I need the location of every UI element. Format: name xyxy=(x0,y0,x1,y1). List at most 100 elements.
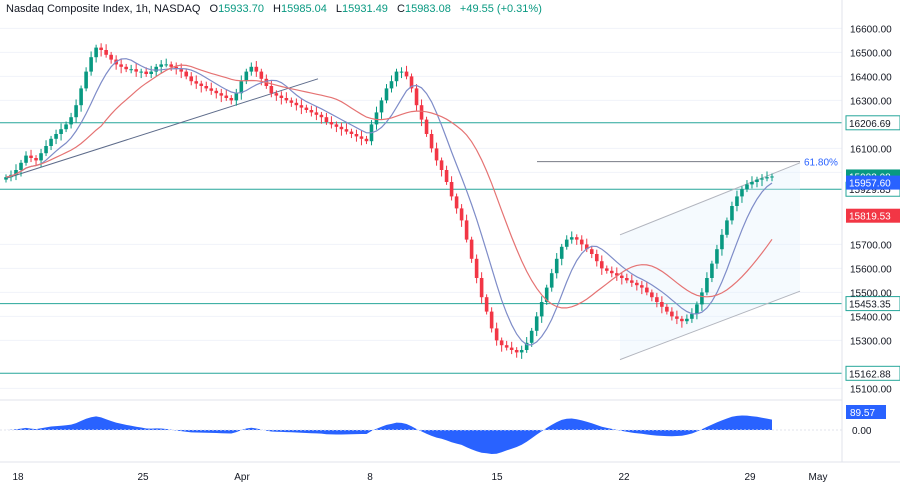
candle-body xyxy=(284,98,289,101)
channel-fill xyxy=(620,162,800,360)
candle-body xyxy=(379,100,384,113)
candle-body xyxy=(419,105,424,120)
candle-body xyxy=(484,297,489,312)
level-tag xyxy=(845,115,900,131)
candle-body xyxy=(54,134,58,139)
candle-body xyxy=(269,86,274,94)
candle-body xyxy=(164,64,169,66)
candle-body xyxy=(675,316,679,319)
candle-body xyxy=(29,155,33,158)
candle-body xyxy=(219,93,224,96)
candle-body xyxy=(409,76,414,89)
candle-body xyxy=(554,258,559,274)
candle-body xyxy=(524,342,529,350)
candle-body xyxy=(39,153,43,161)
candle-body xyxy=(194,81,199,84)
candle-body xyxy=(705,278,709,293)
moving-average-line xyxy=(5,64,773,309)
candle-body xyxy=(149,71,153,74)
candle-body xyxy=(549,273,554,288)
chart-title: Nasdaq Composite Index, 1h, NASDAQ xyxy=(6,3,201,15)
candle-body xyxy=(730,206,734,221)
candle-body xyxy=(389,81,394,89)
level-tag-label: 16206.69 xyxy=(849,119,891,130)
candle-body xyxy=(99,47,103,50)
candle-body xyxy=(189,76,194,82)
candle-body xyxy=(614,273,619,276)
candle-body xyxy=(394,71,399,82)
level-tag xyxy=(845,296,900,312)
candle-body xyxy=(564,239,569,247)
candle-body xyxy=(740,189,744,197)
price-tag xyxy=(846,175,900,190)
high-label: H xyxy=(273,3,281,15)
candle-body xyxy=(635,282,639,286)
oscillator-area xyxy=(6,415,772,454)
candle-body xyxy=(234,93,239,101)
candle-body xyxy=(244,71,249,82)
x-tick-label: 25 xyxy=(137,472,149,483)
open-label: O xyxy=(209,3,219,15)
level-tag-label: 15929.85 xyxy=(849,185,891,196)
x-axis: 18 25 Apr 8 15 22 29 May xyxy=(0,461,900,483)
y-axis: 16600.00 16500.00 16400.00 16300.00 16100.00… xyxy=(841,0,892,462)
candle-body xyxy=(134,69,138,72)
candle-body xyxy=(299,105,304,108)
candle-body xyxy=(574,237,579,240)
candle-body xyxy=(429,134,434,149)
x-tick-label: 29 xyxy=(744,472,756,483)
candle-body xyxy=(229,98,234,101)
candle-body xyxy=(104,50,108,55)
candle-body xyxy=(599,261,604,269)
candle-body xyxy=(204,86,209,89)
fib-level: 61.80% xyxy=(537,158,838,169)
candle-body xyxy=(625,278,629,281)
candle-body xyxy=(589,249,594,254)
oscillator-last-label: 89.57 xyxy=(850,408,875,419)
candle-body xyxy=(404,71,409,77)
candle-body xyxy=(655,297,659,302)
y-tick-label: 15500.00 xyxy=(850,288,892,299)
candle-body xyxy=(770,176,774,178)
candle-body xyxy=(640,285,644,288)
x-tick-label: 15 xyxy=(491,472,503,483)
candle-body xyxy=(74,105,78,118)
candle-body xyxy=(489,311,494,329)
candle-body xyxy=(454,196,459,209)
fib-label: 61.80% xyxy=(804,158,838,169)
candle-body xyxy=(464,220,469,240)
oscillator-tick-label: 0.00 xyxy=(852,426,872,437)
candle-body xyxy=(329,122,334,125)
candle-body xyxy=(725,220,729,235)
candle-body xyxy=(544,287,549,302)
candle-body xyxy=(444,170,449,182)
candle-body xyxy=(700,292,704,305)
candle-body xyxy=(499,340,504,346)
candle-body xyxy=(665,306,669,312)
y-tick-label: 15400.00 xyxy=(850,312,892,323)
candle-body xyxy=(109,54,113,60)
candle-body xyxy=(314,112,319,115)
x-tick-label: Apr xyxy=(234,472,250,483)
candle-body xyxy=(720,234,724,250)
candle-body xyxy=(715,249,719,264)
candle-body xyxy=(154,66,158,72)
candle-body xyxy=(44,146,48,154)
candle-body xyxy=(169,64,174,67)
candle-body xyxy=(139,71,143,73)
x-tick-label: 18 xyxy=(12,472,24,483)
candle-body xyxy=(254,66,259,72)
y-tick-label: 15600.00 xyxy=(850,264,892,275)
candles xyxy=(4,43,774,359)
candle-body xyxy=(374,112,379,125)
candle-body xyxy=(690,314,694,319)
candle-body xyxy=(529,330,534,343)
change-value: +49.55 (+0.31%) xyxy=(459,3,542,15)
candle-body xyxy=(434,148,439,161)
candle-body xyxy=(609,270,614,274)
candle-body xyxy=(449,182,454,197)
candle-body xyxy=(579,239,584,245)
candle-body xyxy=(584,244,589,250)
candle-body xyxy=(274,93,279,96)
